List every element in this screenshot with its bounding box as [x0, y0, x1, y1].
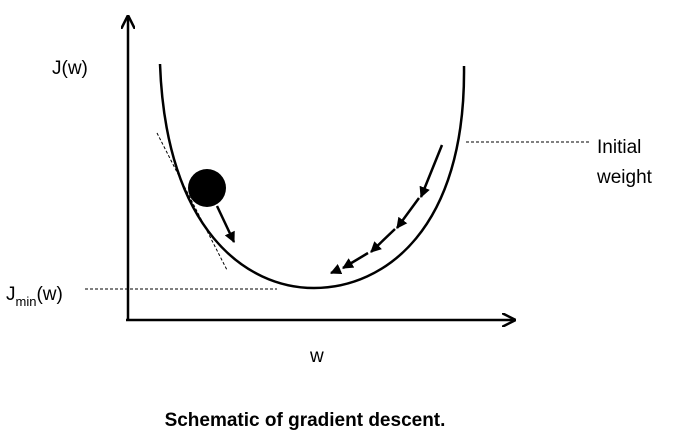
jmin-label-subscript: min: [16, 294, 37, 309]
descent-step-arrow: [370, 228, 396, 253]
initial-weight-label-line1: Initial: [597, 137, 641, 158]
figure-caption: Schematic of gradient descent.: [164, 410, 446, 431]
cost-curve: [158, 63, 466, 290]
ball: [188, 169, 226, 207]
descent-step-arrow: [342, 251, 369, 270]
ball-gradient-arrow: [215, 205, 236, 243]
jmin-label-suffix: (w): [36, 284, 62, 305]
descent-step-arrow: [329, 263, 343, 275]
y-axis-label: J(w): [52, 58, 88, 79]
tangent-line: [156, 132, 228, 271]
descent-step-arrow: [419, 144, 444, 199]
initial-weight-label-line2: weight: [596, 167, 653, 188]
jmin-label-base: J: [6, 284, 16, 305]
descent-step-arrow: [395, 197, 421, 229]
jmin-label: Jmin(w): [6, 284, 63, 309]
x-axis-label: w: [309, 346, 324, 367]
